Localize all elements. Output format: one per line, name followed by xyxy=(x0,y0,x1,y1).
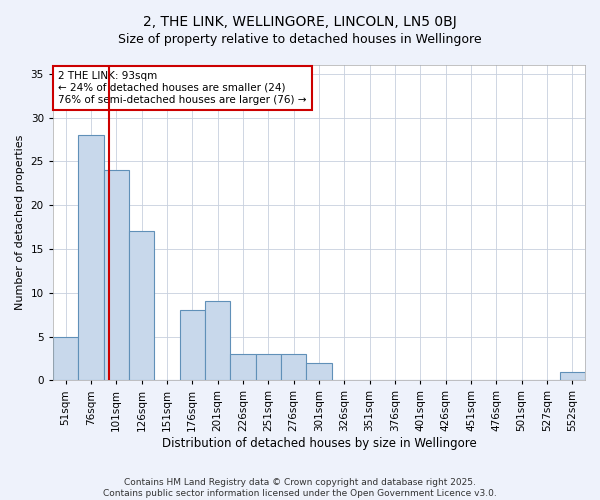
Text: 2 THE LINK: 93sqm
← 24% of detached houses are smaller (24)
76% of semi-detached: 2 THE LINK: 93sqm ← 24% of detached hous… xyxy=(58,72,307,104)
Bar xyxy=(560,372,585,380)
Bar xyxy=(179,310,205,380)
Text: Size of property relative to detached houses in Wellingore: Size of property relative to detached ho… xyxy=(118,32,482,46)
Bar xyxy=(129,232,154,380)
Bar xyxy=(205,302,230,380)
Text: 2, THE LINK, WELLINGORE, LINCOLN, LN5 0BJ: 2, THE LINK, WELLINGORE, LINCOLN, LN5 0B… xyxy=(143,15,457,29)
Bar xyxy=(256,354,281,380)
X-axis label: Distribution of detached houses by size in Wellingore: Distribution of detached houses by size … xyxy=(161,437,476,450)
Bar xyxy=(53,336,78,380)
Bar xyxy=(78,135,104,380)
Y-axis label: Number of detached properties: Number of detached properties xyxy=(15,135,25,310)
Text: Contains HM Land Registry data © Crown copyright and database right 2025.
Contai: Contains HM Land Registry data © Crown c… xyxy=(103,478,497,498)
Bar xyxy=(230,354,256,380)
Bar xyxy=(104,170,129,380)
Bar xyxy=(306,363,332,380)
Bar xyxy=(281,354,306,380)
